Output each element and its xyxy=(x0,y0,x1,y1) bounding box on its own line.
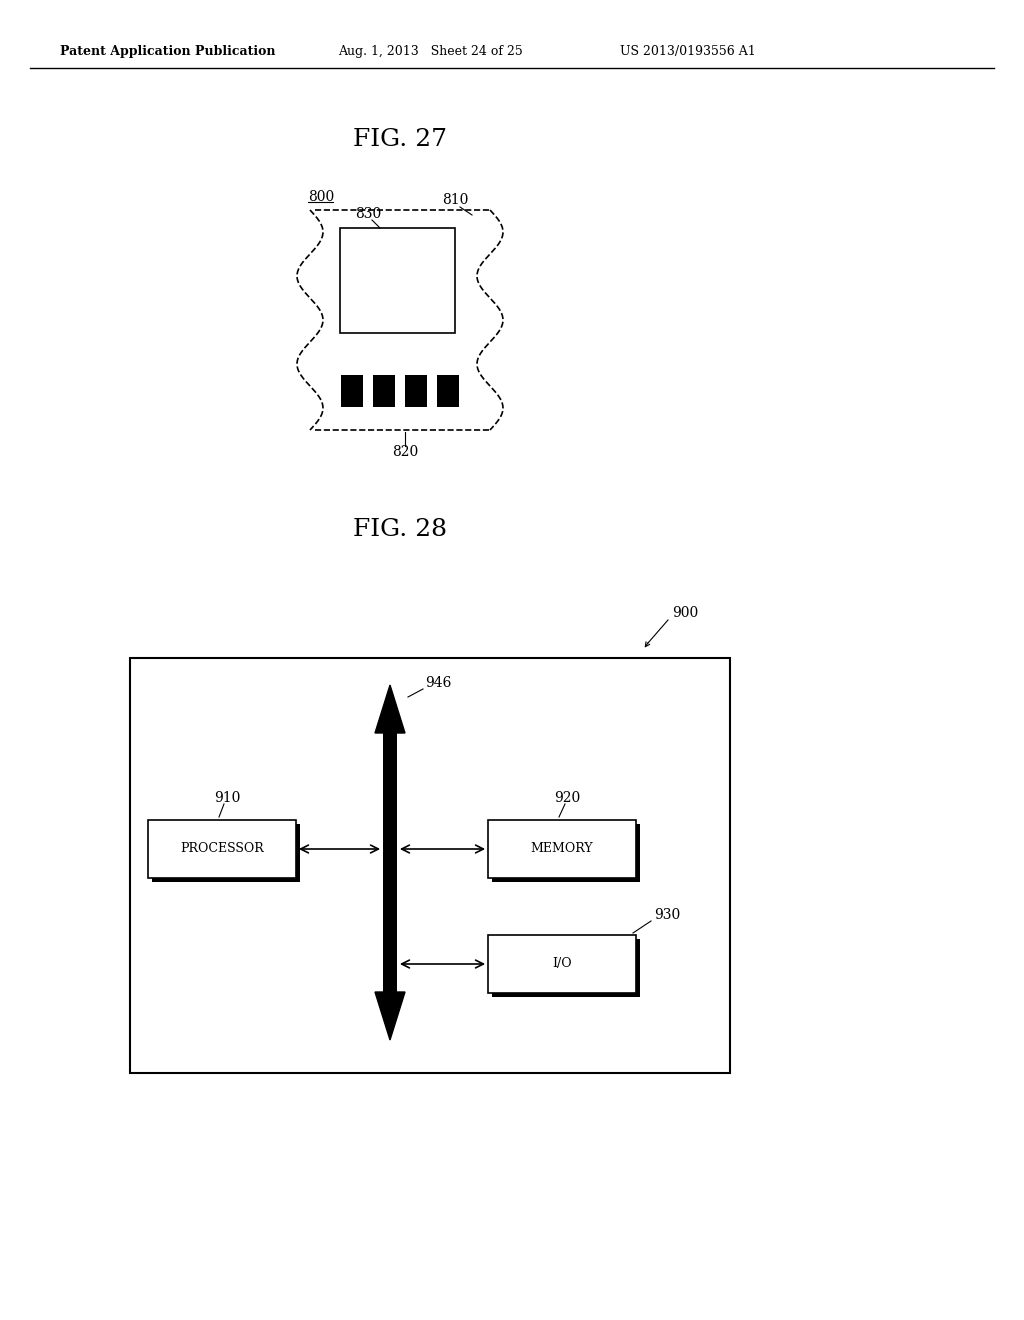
Text: US 2013/0193556 A1: US 2013/0193556 A1 xyxy=(620,45,756,58)
Bar xyxy=(130,657,730,1073)
Text: 830: 830 xyxy=(355,207,381,220)
Bar xyxy=(492,939,640,997)
Text: 920: 920 xyxy=(554,791,581,805)
Bar xyxy=(148,820,296,878)
Text: 900: 900 xyxy=(672,606,698,620)
Bar xyxy=(152,824,300,882)
Bar xyxy=(488,935,636,993)
Polygon shape xyxy=(375,993,406,1040)
Text: PROCESSOR: PROCESSOR xyxy=(180,842,264,855)
Bar xyxy=(437,375,459,407)
Text: FIG. 27: FIG. 27 xyxy=(353,128,447,152)
Bar xyxy=(340,228,455,333)
Text: Patent Application Publication: Patent Application Publication xyxy=(60,45,275,58)
Text: 820: 820 xyxy=(392,445,418,459)
Bar xyxy=(488,820,636,878)
Text: 810: 810 xyxy=(441,193,468,207)
Bar xyxy=(492,824,640,882)
Polygon shape xyxy=(375,685,406,733)
Text: 930: 930 xyxy=(654,908,680,921)
Bar xyxy=(341,375,362,407)
Text: Aug. 1, 2013   Sheet 24 of 25: Aug. 1, 2013 Sheet 24 of 25 xyxy=(338,45,522,58)
Text: 910: 910 xyxy=(214,791,241,805)
Text: I/O: I/O xyxy=(552,957,571,970)
Bar xyxy=(406,375,427,407)
Text: MEMORY: MEMORY xyxy=(530,842,593,855)
Bar xyxy=(383,733,397,993)
Text: 800: 800 xyxy=(308,190,334,205)
Bar xyxy=(373,375,395,407)
Text: 946: 946 xyxy=(425,676,452,690)
Text: FIG. 28: FIG. 28 xyxy=(353,519,447,541)
